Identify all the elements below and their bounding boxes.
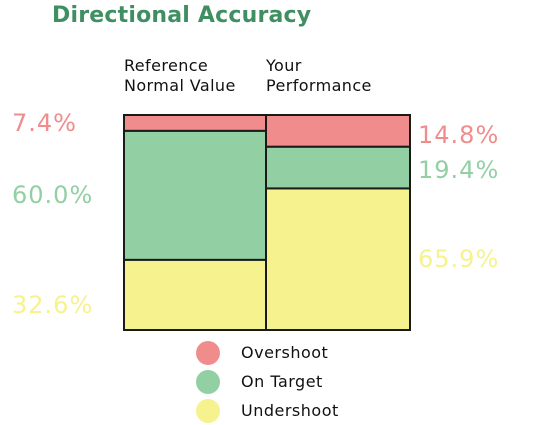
legend-item-on-target: On Target xyxy=(196,367,339,396)
performance-on-target-label: 19.4% xyxy=(418,155,500,184)
performance-overshoot-segment xyxy=(265,114,411,148)
overshoot-swatch xyxy=(196,340,220,365)
legend-label-on-target: On Target xyxy=(241,372,323,391)
chart-frame xyxy=(123,114,411,331)
reference-undershoot-label: 32.6% xyxy=(12,290,94,319)
performance-on-target-segment xyxy=(265,145,411,190)
reference-overshoot-label: 7.4% xyxy=(12,108,77,137)
reference-on-target-label: 60.0% xyxy=(12,181,94,210)
performance-undershoot-label: 65.9% xyxy=(418,245,500,274)
reference-on-target-segment xyxy=(123,129,267,261)
undershoot-swatch xyxy=(196,398,220,423)
reference-undershoot-segment xyxy=(123,258,267,331)
column-label-reference: Reference Normal Value xyxy=(124,56,236,95)
chart-title: Directional Accuracy xyxy=(52,3,312,28)
column-label-performance: Your Performance xyxy=(266,56,372,95)
performance-undershoot-segment xyxy=(265,187,411,331)
reference-overshoot-segment xyxy=(123,114,267,132)
chart-legend: Overshoot On Target Undershoot xyxy=(196,338,339,425)
on-target-swatch xyxy=(196,369,220,394)
legend-item-overshoot: Overshoot xyxy=(196,338,339,367)
legend-label-overshoot: Overshoot xyxy=(241,343,329,362)
legend-label-undershoot: Undershoot xyxy=(241,401,339,420)
legend-item-undershoot: Undershoot xyxy=(196,396,339,425)
performance-overshoot-label: 14.8% xyxy=(418,120,500,149)
